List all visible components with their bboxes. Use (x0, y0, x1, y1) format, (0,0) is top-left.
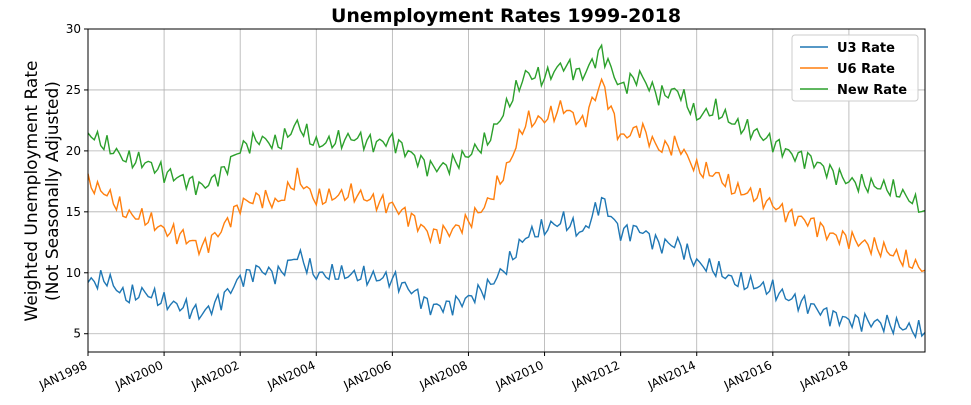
y-axis-label: Weighted Unemployment Rate (22, 61, 42, 322)
x-tick-label: JAN2014 (645, 358, 698, 393)
x-tick-label: JAN2016 (721, 358, 774, 393)
y-tick-label: 20 (66, 144, 81, 158)
y-axis: 5 10 15 20 25 30 (66, 22, 88, 341)
series-line-new-rate (87, 43, 926, 214)
legend-box (791, 34, 919, 102)
y-tick-label: 15 (66, 205, 81, 219)
x-tick-label: JAN2002 (188, 358, 241, 393)
y-axis-label-secondary: (Not Seasonally Adjusted) (43, 81, 63, 301)
plot-frame (87, 28, 926, 353)
x-tick-label: JAN2004 (264, 358, 317, 393)
series-layer (87, 43, 926, 340)
legend: U3 Rate U6 Rate New Rate (791, 34, 919, 102)
legend-label: U3 Rate (837, 41, 895, 56)
x-tick-label: JAN2006 (341, 358, 394, 393)
legend-label: U6 Rate (837, 62, 895, 77)
y-tick-label: 10 (66, 266, 81, 280)
x-tick-label: JAN2008 (417, 358, 470, 393)
y-tick-label: 25 (66, 83, 81, 97)
x-tick-label: JAN2012 (569, 358, 622, 393)
x-axis: JAN1998 JAN2000 JAN2002 JAN2004 JAN2006 JAN20… (36, 352, 850, 393)
y-tick-label: 30 (66, 22, 81, 36)
x-tick-label: JAN1998 (36, 358, 89, 393)
x-tick-label: JAN2000 (112, 358, 165, 393)
chart-title: Unemployment Rates 1999-2018 (331, 5, 681, 27)
series-line-u3-rate (87, 196, 926, 340)
y-axis-label-group: Weighted Unemployment Rate (Not Seasonal… (22, 61, 63, 322)
legend-label: New Rate (837, 83, 907, 98)
x-tick-label: JAN2018 (797, 358, 850, 393)
x-tick-label: JAN2010 (493, 358, 546, 393)
series-line-u6-rate (87, 77, 926, 273)
y-tick-label: 5 (73, 327, 81, 341)
